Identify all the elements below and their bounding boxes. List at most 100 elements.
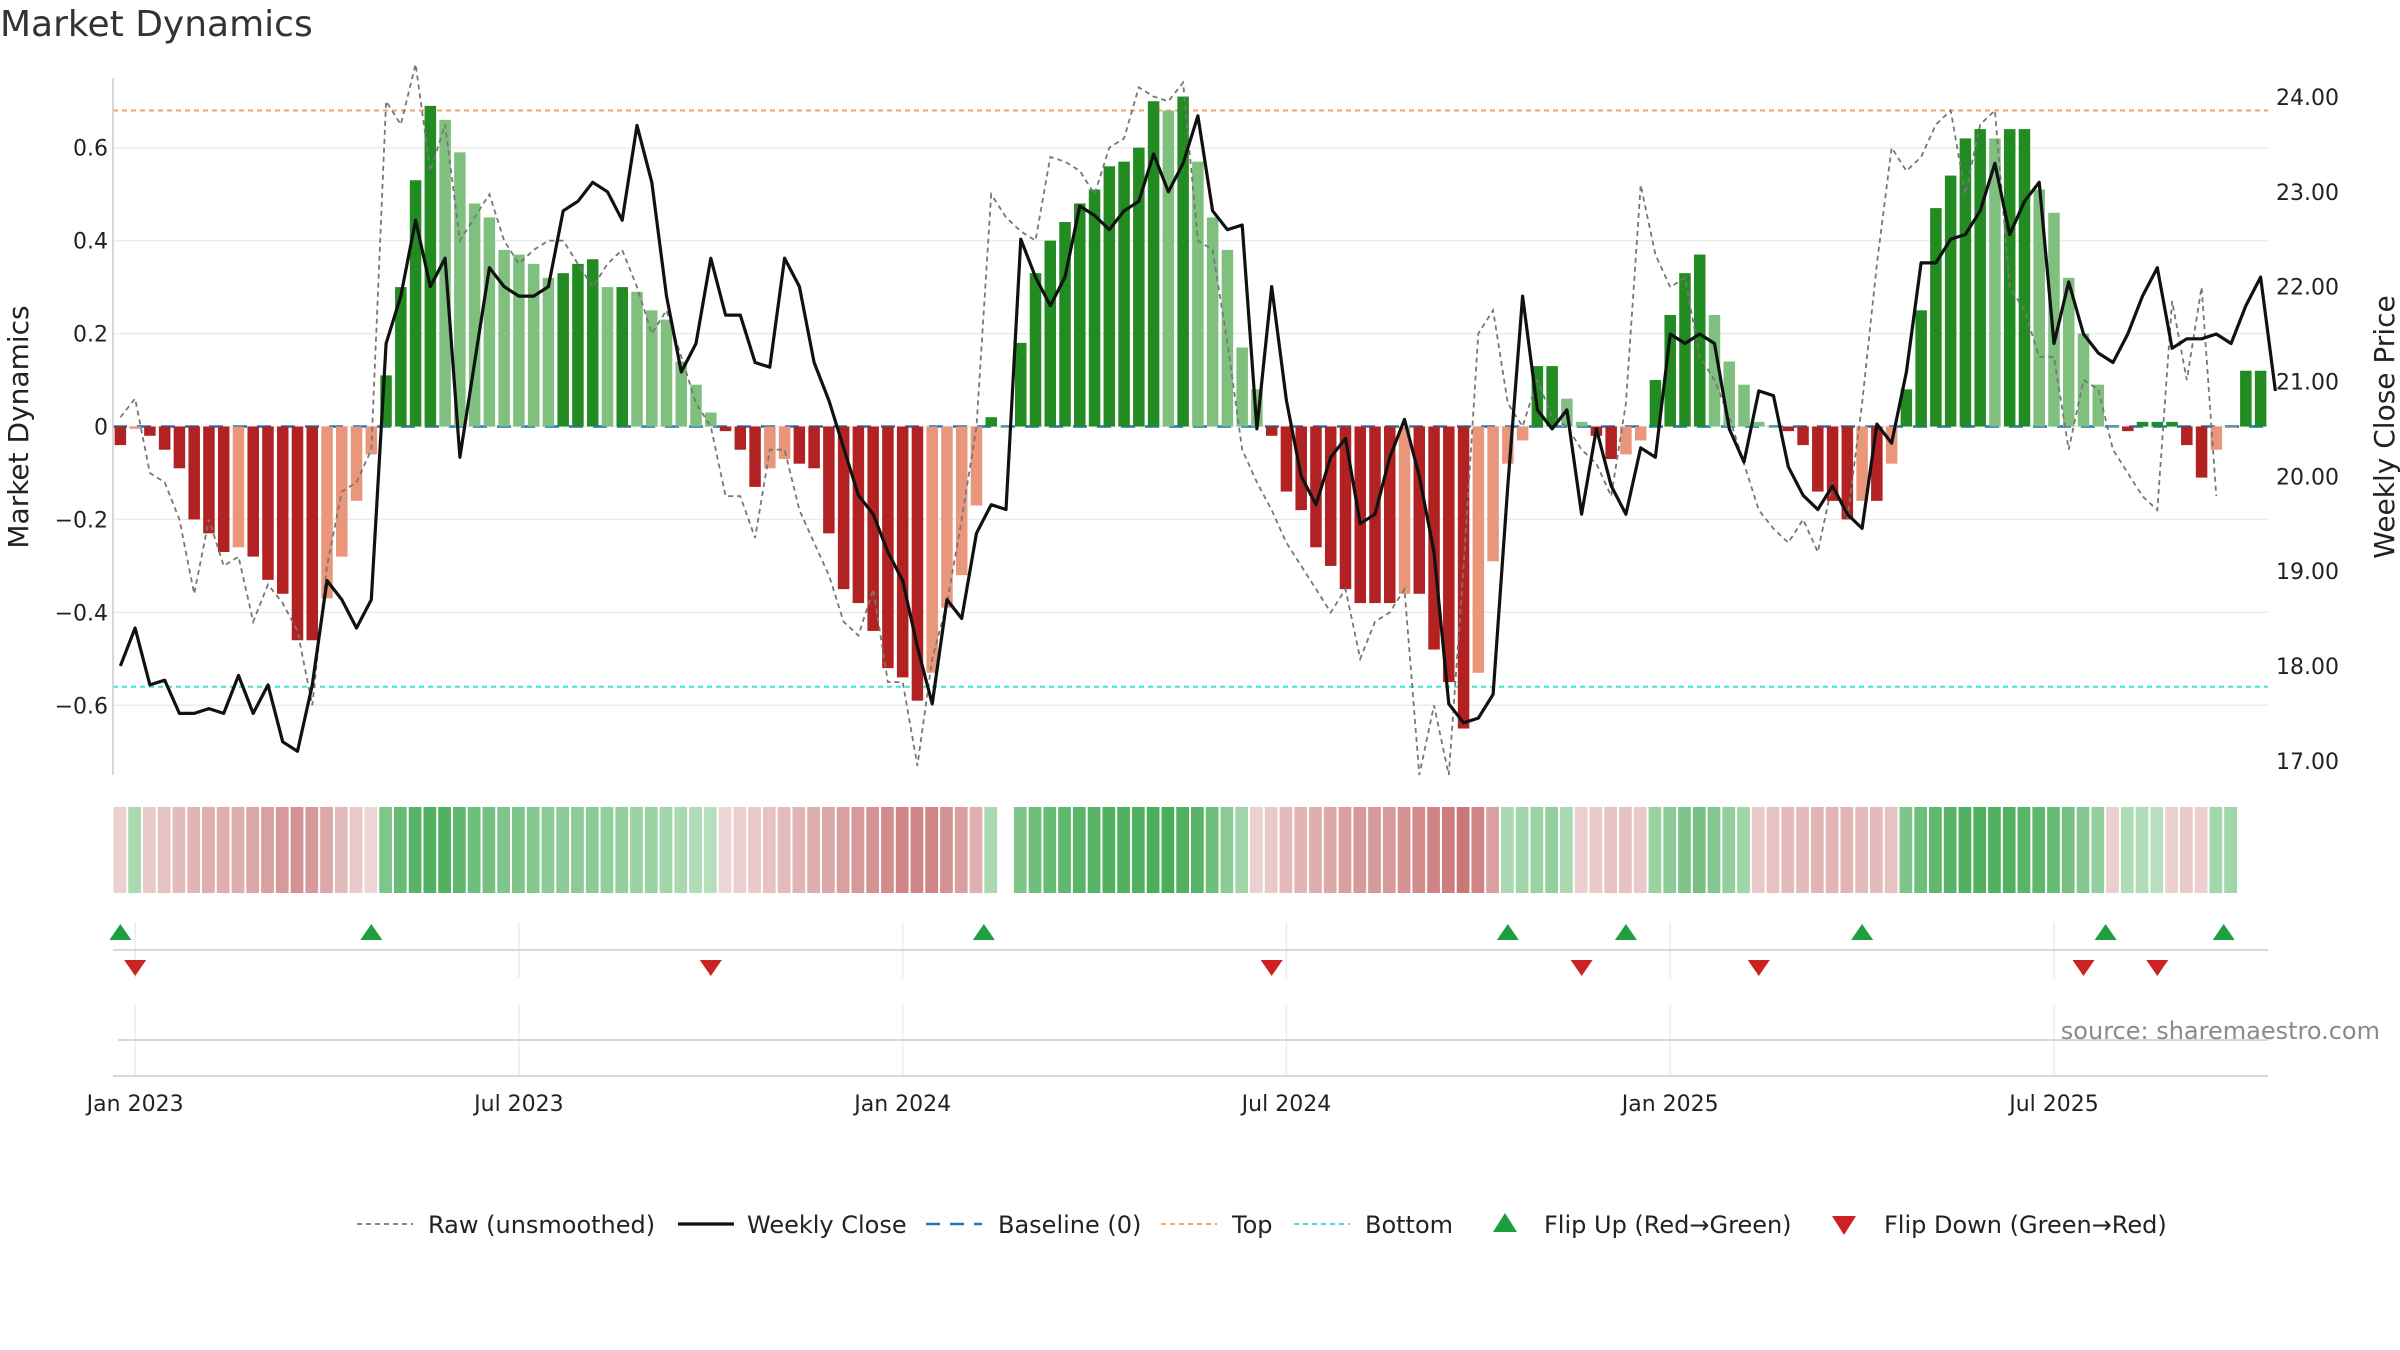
flip-down-marker <box>1747 960 1770 976</box>
heat-strip <box>113 807 2237 893</box>
flip-up-marker <box>2094 924 2117 940</box>
heat-strip-cell <box>644 807 658 893</box>
heat-strip-cell <box>821 807 835 893</box>
heat-strip-cell <box>1840 807 1854 893</box>
heat-strip-cell <box>1855 807 1868 893</box>
flip-up-marker <box>2212 924 2235 940</box>
heat-strip-cell <box>482 807 496 893</box>
dynamics-bar <box>1088 189 1101 427</box>
heat-strip-cell <box>836 807 850 893</box>
flip-markers <box>109 922 2268 978</box>
heat-strip-cell <box>2061 807 2075 893</box>
y-tick-label-right: 20.00 <box>2276 465 2339 490</box>
dynamics-bar <box>188 426 200 520</box>
heat-strip-cell <box>1176 807 1189 893</box>
heat-strip-cell <box>777 807 791 893</box>
heat-strip-cell <box>1633 807 1647 893</box>
dynamics-bar <box>1029 273 1042 427</box>
dynamics-bar <box>380 375 392 427</box>
dynamics-bar <box>424 105 437 427</box>
heat-strip-cell <box>689 807 702 893</box>
heat-strip-cell <box>2076 807 2090 893</box>
heat-strip-cell <box>895 807 909 893</box>
heat-strip-cell <box>2091 807 2105 893</box>
heat-strip-cell <box>718 807 732 893</box>
dynamics-bar <box>1679 273 1691 427</box>
dynamics-bar <box>1384 426 1396 604</box>
dynamics-bar <box>2240 370 2252 427</box>
x-tick-label: Jul 2023 <box>472 1092 564 1117</box>
dynamics-bar <box>2181 426 2193 446</box>
heat-strip-cell <box>1191 807 1204 893</box>
dynamics-bar <box>1782 426 1795 432</box>
heat-strip-cell <box>202 807 215 893</box>
dynamics-bar <box>1177 96 1189 427</box>
dynamics-bar <box>1044 240 1057 427</box>
heat-strip-cell <box>216 807 230 893</box>
dynamics-bar <box>1443 426 1455 683</box>
legend-label: Raw (unsmoothed) <box>428 1211 655 1239</box>
dynamics-bar <box>586 259 599 427</box>
dynamics-bar <box>350 426 363 501</box>
heat-strip-cell <box>1678 807 1691 893</box>
flip-down-marker <box>699 960 722 976</box>
heat-strip-cell <box>467 807 481 893</box>
dynamics-bar <box>1162 110 1175 427</box>
heat-strip-cell <box>659 807 673 893</box>
heat-strip-cell <box>541 807 555 893</box>
dynamics-bar <box>129 426 141 429</box>
heat-strip-cell <box>1707 807 1721 893</box>
y-tick-label-right: 17.00 <box>2276 750 2339 775</box>
heat-strip-cell <box>1279 807 1293 893</box>
heat-strip-cell <box>1781 807 1795 893</box>
reference-lines <box>113 109 2268 688</box>
dynamics-bar <box>483 217 496 427</box>
heat-strip-cell <box>157 807 171 893</box>
dynamics-bar <box>173 426 186 469</box>
dynamics-bar <box>808 426 820 469</box>
dynamics-bar <box>1339 426 1352 590</box>
heat-strip-cell <box>1751 807 1765 893</box>
dynamics-bar <box>262 426 274 580</box>
raw-line-layer <box>119 63 2218 776</box>
heat-strip-cell <box>349 807 363 893</box>
dynamics-bar <box>1856 426 1868 501</box>
dynamics-bar <box>1280 426 1293 492</box>
dynamics-bar <box>1324 426 1337 566</box>
y-tick-label-left: −0.4 <box>55 601 108 626</box>
heat-strip-cell <box>1869 807 1883 893</box>
dynamics-bar <box>1502 426 1514 464</box>
dynamics-bar <box>232 426 245 548</box>
flip-up-marker <box>1496 924 1519 940</box>
heat-strip-cell <box>630 807 643 893</box>
heat-strip-cell <box>526 807 540 893</box>
weekly-close-line <box>118 114 2277 753</box>
legend-label: Top <box>1231 1211 1273 1239</box>
y-tick-label-left: 0.4 <box>73 230 108 255</box>
dynamics-bar <box>527 263 540 427</box>
dynamics-bars <box>114 96 2267 729</box>
heat-strip-cell <box>556 807 570 893</box>
dynamics-bar <box>321 426 333 599</box>
dynamics-bar <box>1074 203 1086 427</box>
dynamics-bar <box>1546 366 1558 427</box>
flip-up-marker <box>1851 924 1874 940</box>
heat-strip-cell <box>231 807 245 893</box>
heat-strip-cell <box>113 807 127 893</box>
legend-label: Bottom <box>1365 1211 1453 1239</box>
heat-strip-cell <box>2002 807 2016 893</box>
heat-strip-cell <box>866 807 880 893</box>
flip-up-marker <box>360 924 383 940</box>
heat-strip-cell <box>1161 807 1175 893</box>
dynamics-bar <box>203 426 215 534</box>
dynamics-bar <box>1664 314 1676 427</box>
x-tick-label: Jul 2025 <box>2007 1092 2099 1117</box>
heat-strip-cell <box>1072 807 1086 893</box>
dynamics-bar <box>1265 426 1278 436</box>
dynamics-bar <box>1826 426 1839 501</box>
dynamics-bar <box>749 426 761 487</box>
legend-label: Flip Down (Green→Red) <box>1884 1211 2167 1239</box>
dynamics-bar <box>970 426 983 506</box>
heat-strip-cell <box>1825 807 1839 893</box>
heat-strip-cell <box>1471 807 1485 893</box>
